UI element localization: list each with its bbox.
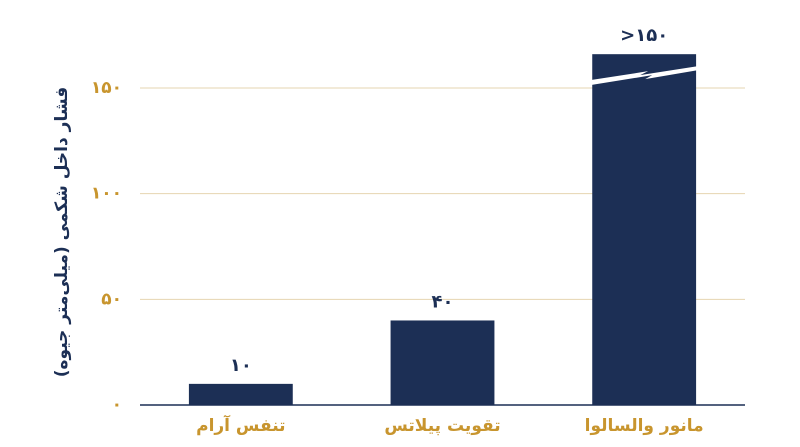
value-label: ۴۰ xyxy=(432,291,454,312)
axis-break xyxy=(590,66,699,86)
bar xyxy=(592,54,697,405)
y-tick-label: ۰ xyxy=(112,395,122,415)
y-tick-label: ۵۰ xyxy=(101,289,122,309)
y-axis-label: فشار داخل شکمی (میلی‌متر جیوه) xyxy=(52,87,72,378)
value-label: ۱۰ xyxy=(230,355,252,376)
x-tick-label: تقویت پیلاتس xyxy=(384,416,500,436)
value-label: >۱۵۰ xyxy=(620,25,668,46)
x-tick-label: تنفس آرام xyxy=(196,414,285,436)
x-tick-label: مانور والسالوا xyxy=(585,416,704,436)
bar xyxy=(390,320,495,405)
y-tick-label: ۱۵۰ xyxy=(91,78,122,98)
bar xyxy=(188,383,293,405)
y-tick-label: ۱۰۰ xyxy=(91,184,122,204)
